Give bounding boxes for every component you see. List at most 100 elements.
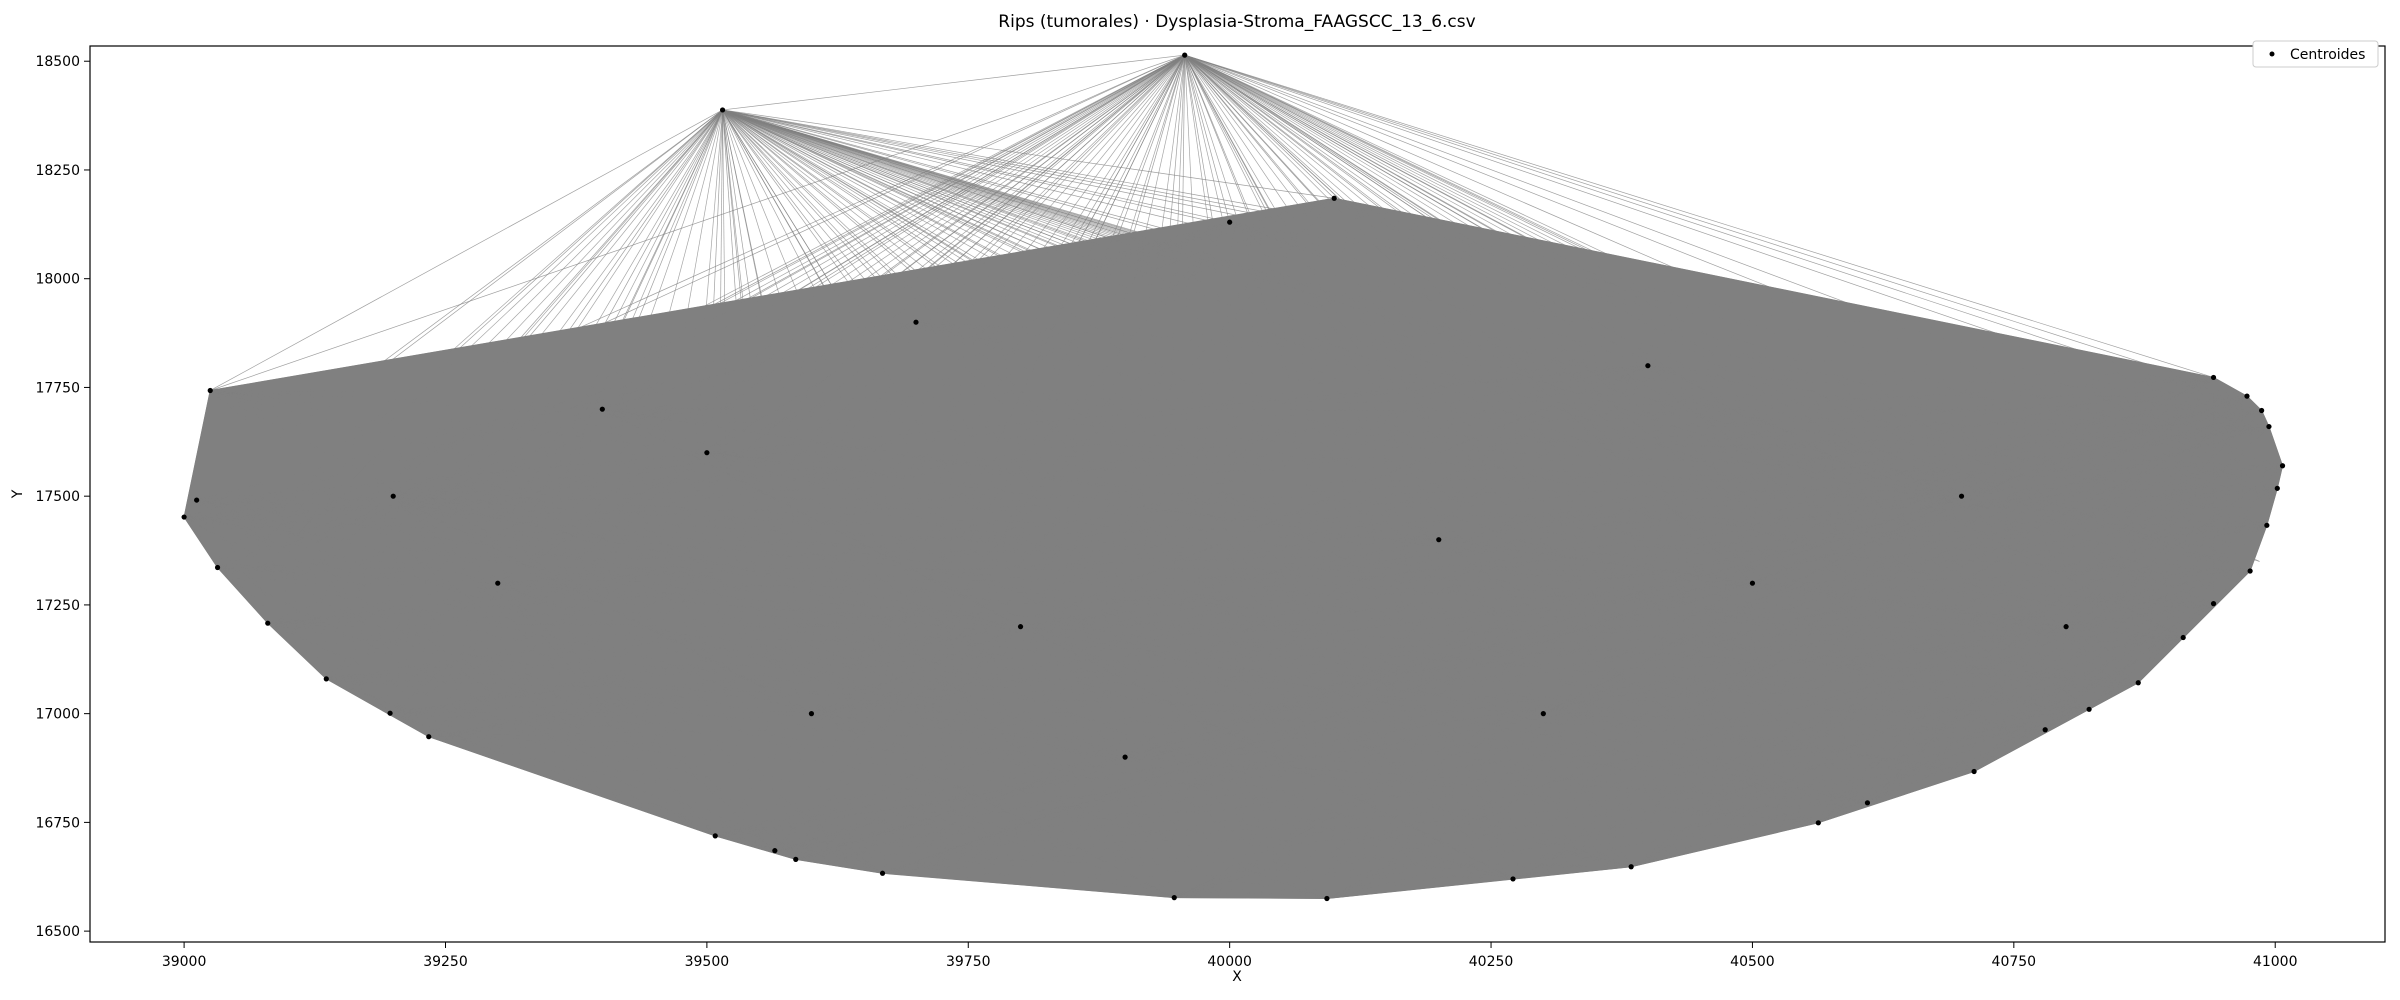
rips-edge: [393, 495, 1544, 714]
rips-edge: [1334, 197, 2046, 731]
x-tick-label: 40250: [1469, 954, 1514, 970]
rips-edge: [1184, 54, 2248, 397]
rips-edge: [882, 682, 2139, 874]
rips-edge: [774, 539, 1439, 851]
rips-edge: [210, 197, 1335, 391]
rips-fan-edge: [351, 109, 723, 535]
rips-fan-edge: [722, 109, 1170, 432]
y-tick-label: 17500: [35, 489, 80, 505]
rips-edge: [1438, 539, 1514, 880]
rips-edge: [706, 452, 2214, 604]
rips-edge: [210, 390, 1021, 627]
rips-edge: [267, 582, 1753, 624]
y-axis-label: Y: [10, 489, 26, 499]
rips-edge: [1334, 197, 2283, 467]
rips-edge: [795, 221, 1230, 860]
rips-edge: [1752, 582, 2067, 628]
rips-edge: [210, 390, 498, 584]
centroid-point: [1227, 219, 1233, 225]
rips-edge: [2065, 410, 2262, 627]
rips-edge: [706, 452, 2267, 526]
rips-edge: [184, 221, 1230, 518]
rips-edge: [1124, 756, 1328, 899]
rips-edge: [1020, 198, 1335, 627]
centroid-point: [1017, 624, 1024, 630]
rips-fan-edge: [726, 54, 1185, 470]
rips-fan-edge: [658, 109, 723, 480]
centroid-point: [2210, 601, 2217, 607]
legend-marker: [2269, 51, 2275, 57]
rips-edge: [1125, 488, 2278, 758]
centroid-point: [1971, 768, 1977, 775]
rips-edge: [217, 567, 1868, 804]
centroid-point: [2210, 374, 2217, 381]
rips-edge: [392, 495, 716, 837]
rips-edge: [2182, 525, 2268, 638]
rips-edge: [389, 321, 917, 714]
rips-edge: [602, 377, 2214, 410]
rips-edge: [602, 408, 812, 714]
rips-fan-edge: [896, 54, 1185, 449]
rips-edge: [1334, 197, 1649, 366]
rips-edge: [497, 582, 2139, 684]
rips-edge: [1752, 582, 2214, 604]
rips-edge: [811, 582, 1753, 714]
rips-edge: [1173, 365, 1649, 898]
rips-edge: [2266, 426, 2270, 526]
rips-fan-edge: [722, 109, 1885, 491]
rips-edge: [795, 365, 1649, 860]
rips-edge: [1125, 713, 1544, 758]
rips-edge: [1631, 822, 1819, 868]
rips-edge: [811, 495, 1962, 714]
rips-edge: [392, 495, 883, 874]
rips-edge: [217, 495, 394, 568]
rips-edge: [1647, 365, 2283, 467]
rips-edge: [497, 582, 2067, 628]
rips-edge: [393, 495, 1439, 541]
rips-fan-edge: [385, 109, 723, 528]
rips-edge: [1229, 221, 2067, 627]
rips-edge: [326, 678, 1868, 804]
x-tick-label: 40750: [1992, 954, 2037, 970]
rips-edge: [2182, 465, 2283, 638]
rips-edge: [497, 582, 2090, 710]
rips-edge: [428, 603, 2214, 738]
rips-edge: [1229, 197, 1335, 223]
centroid-point: [1171, 895, 1177, 901]
rips-edge: [915, 321, 2214, 604]
rips-edge: [722, 109, 917, 323]
rips-edge: [882, 626, 2067, 874]
rips-edge: [497, 582, 1175, 898]
rips-edge: [325, 496, 394, 679]
rips-edge: [267, 622, 391, 714]
rips-edge: [602, 408, 1439, 541]
rips-edge: [267, 54, 1185, 624]
rips-edge: [1438, 539, 1819, 824]
rips-edge: [1020, 426, 2269, 628]
rips-edge: [811, 487, 2278, 714]
rips-edge: [209, 390, 218, 568]
centroid-point: [1510, 876, 1516, 882]
rips-edge: [1512, 395, 2248, 880]
rips-edge: [706, 452, 2046, 731]
rips-edge: [2065, 465, 2283, 627]
rips-edge: [811, 713, 1514, 880]
rips-edge: [393, 495, 2046, 731]
rips-edge: [1326, 582, 1753, 899]
rips-edge: [1184, 54, 2214, 378]
rips-edge: [2276, 465, 2283, 489]
centroid-point: [1628, 864, 1634, 870]
rips-edge: [811, 322, 917, 714]
rips-fan-edge: [722, 109, 2260, 562]
rips-edge: [196, 499, 1328, 899]
rips-edge: [811, 713, 1868, 804]
rips-edge: [1647, 365, 2278, 489]
rips-edge: [184, 452, 707, 518]
rips-edge: [1334, 197, 2267, 526]
rips-edge: [1020, 539, 1439, 628]
y-tick-label: 16500: [35, 924, 80, 940]
rips-fan-edge: [722, 109, 2056, 522]
rips-edge: [1184, 54, 2262, 411]
rips-edge: [1174, 708, 2090, 898]
rips-edge: [915, 321, 1753, 584]
